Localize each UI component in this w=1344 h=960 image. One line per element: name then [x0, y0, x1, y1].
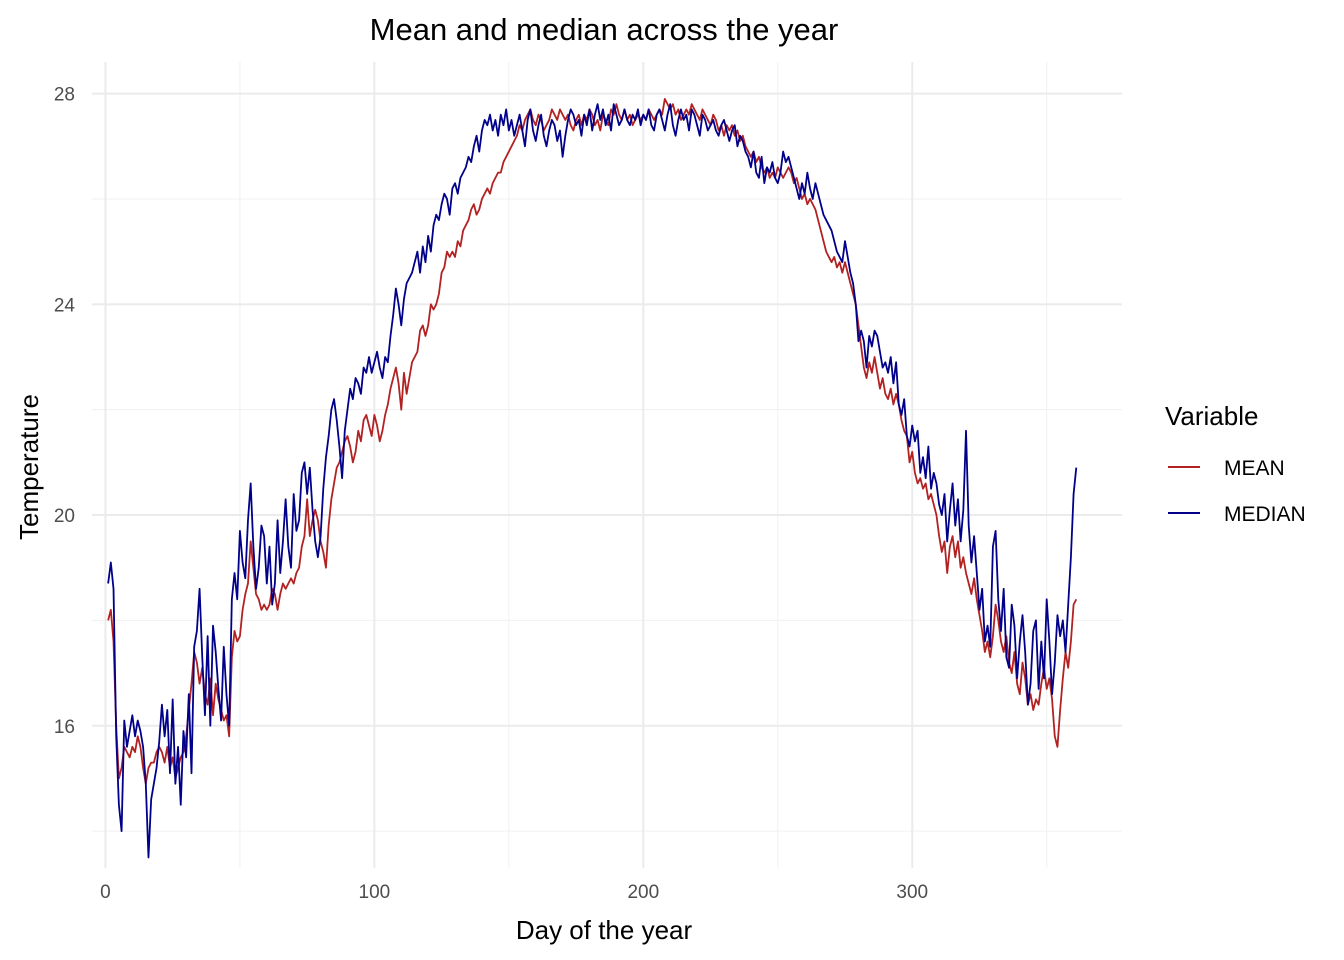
series-layer	[107, 97, 1078, 859]
y-tick-label: 16	[54, 717, 75, 738]
y-axis-title: Temperature	[14, 394, 44, 540]
x-tick-label: 100	[359, 882, 391, 903]
legend: Variable MEAN MEDIAN	[1165, 401, 1306, 526]
x-tick-label: 0	[100, 882, 111, 903]
x-axis-title: Day of the year	[516, 915, 693, 945]
y-tick-label: 28	[54, 85, 75, 106]
chart-title: Mean and median across the year	[370, 12, 839, 47]
tick-labels: 0 100 200 300 16 20 24 28	[54, 85, 928, 903]
series-line-mean	[107, 97, 1078, 785]
x-tick-label: 200	[627, 882, 659, 903]
x-tick-label: 300	[896, 882, 928, 903]
y-tick-label: 20	[54, 506, 75, 527]
y-tick-label: 24	[54, 295, 76, 316]
legend-label-median: MEDIAN	[1224, 503, 1306, 526]
series-line-median	[107, 103, 1078, 859]
legend-title: Variable	[1165, 401, 1258, 431]
legend-label-mean: MEAN	[1224, 457, 1285, 480]
